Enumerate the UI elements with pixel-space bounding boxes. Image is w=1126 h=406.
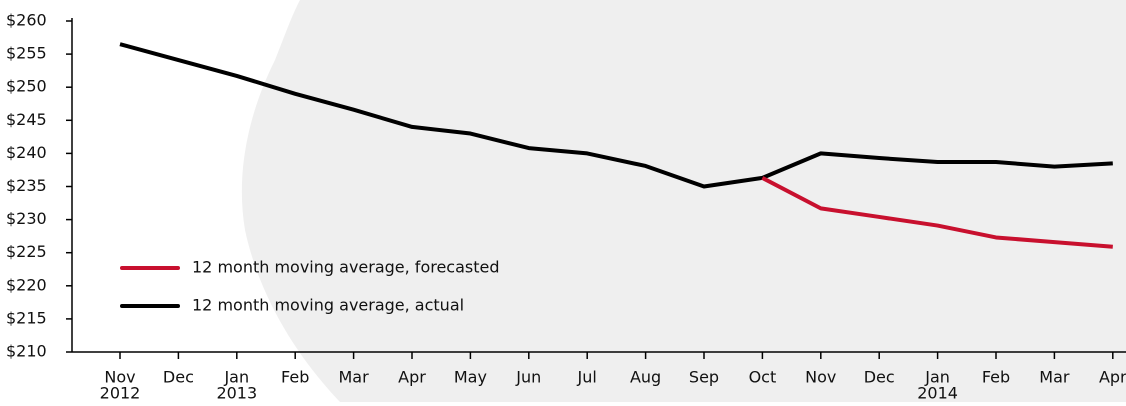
x-tick-label: Jan bbox=[924, 368, 950, 387]
background-shape bbox=[241, 0, 1126, 402]
y-tick-label: $245 bbox=[6, 110, 47, 129]
x-tick-label: Oct bbox=[749, 368, 777, 387]
x-tick-label: Apr bbox=[398, 368, 426, 387]
x-tick-year: 2013 bbox=[216, 384, 257, 403]
x-tick-label: Feb bbox=[281, 368, 309, 387]
y-tick-label: $210 bbox=[6, 342, 47, 361]
x-tick-label: Nov bbox=[104, 368, 135, 387]
x-tick-label: Mar bbox=[1039, 368, 1070, 387]
x-tick-label: Mar bbox=[339, 368, 370, 387]
legend-label: 12 month moving average, forecasted bbox=[192, 258, 500, 277]
x-tick-label: Apr bbox=[1099, 368, 1126, 387]
x-tick-label: Dec bbox=[864, 368, 895, 387]
x-tick-label: Jan bbox=[223, 368, 249, 387]
x-tick-label: May bbox=[454, 368, 487, 387]
x-tick-label: Jun bbox=[515, 368, 541, 387]
y-tick-label: $215 bbox=[6, 308, 47, 327]
legend: 12 month moving average, forecasted 12 mo… bbox=[120, 258, 500, 315]
legend-label: 12 month moving average, actual bbox=[192, 296, 464, 315]
x-tick-label: Jul bbox=[577, 368, 597, 387]
series-line bbox=[761, 176, 1113, 249]
y-tick-label: $250 bbox=[6, 77, 47, 96]
y-tick-label: $235 bbox=[6, 176, 47, 195]
x-tick-label: Sep bbox=[689, 368, 719, 387]
y-tick-label: $255 bbox=[6, 44, 47, 63]
x-tick-label: Dec bbox=[163, 368, 194, 387]
x-tick-year: 2012 bbox=[100, 384, 141, 403]
y-tick-label: $240 bbox=[6, 143, 47, 162]
x-tick-label: Nov bbox=[805, 368, 836, 387]
x-tick-label: Feb bbox=[982, 368, 1010, 387]
y-tick-label: $220 bbox=[6, 275, 47, 294]
series-line bbox=[119, 42, 1113, 189]
y-tick-label: $225 bbox=[6, 242, 47, 261]
y-tick-label: $230 bbox=[6, 209, 47, 228]
x-tick-year: 2014 bbox=[917, 384, 958, 403]
x-tick-label: Aug bbox=[630, 368, 661, 387]
y-tick-label: $260 bbox=[6, 11, 47, 30]
